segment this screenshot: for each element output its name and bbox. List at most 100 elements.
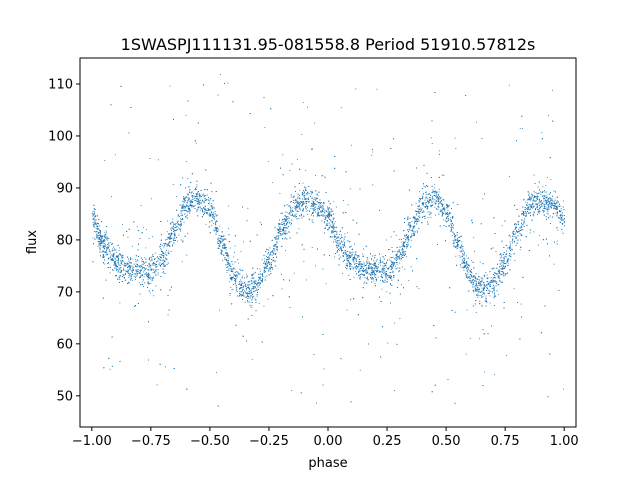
data-point [185, 206, 186, 208]
data-point [139, 270, 141, 271]
data-point [295, 204, 297, 206]
data-point [144, 282, 146, 284]
data-point [207, 213, 208, 215]
data-point [291, 390, 293, 391]
data-point [379, 257, 381, 259]
data-point [219, 225, 221, 227]
data-point [105, 234, 107, 236]
data-point [229, 264, 231, 266]
data-point [509, 259, 511, 261]
data-point [153, 295, 155, 297]
data-point [250, 295, 252, 297]
data-point [403, 238, 405, 240]
data-point [278, 225, 280, 227]
data-point [474, 250, 475, 252]
data-point [128, 265, 130, 267]
data-point [285, 250, 286, 252]
data-point [123, 267, 124, 269]
data-point [269, 255, 271, 256]
data-point [244, 295, 246, 297]
data-point [528, 199, 530, 200]
data-point [263, 305, 265, 307]
data-point [92, 222, 94, 223]
data-point [234, 268, 236, 270]
data-point [269, 270, 271, 272]
data-point [198, 195, 200, 197]
data-point [307, 198, 309, 200]
data-point [127, 267, 129, 268]
data-point [307, 106, 308, 108]
data-point [222, 260, 223, 262]
data-point [119, 247, 121, 249]
data-point [256, 295, 258, 297]
data-point [521, 213, 523, 214]
data-point [461, 259, 463, 261]
data-point [126, 270, 128, 272]
data-point [481, 290, 483, 292]
data-point [100, 235, 102, 237]
data-point [373, 280, 375, 282]
data-point [447, 205, 448, 207]
data-point [289, 206, 291, 208]
data-point [556, 213, 558, 215]
data-point [374, 275, 375, 277]
data-point [562, 224, 564, 225]
data-point [199, 210, 201, 212]
data-point [302, 102, 304, 103]
data-point [319, 207, 321, 209]
data-point [372, 184, 374, 186]
data-point [502, 257, 504, 259]
data-point [538, 211, 540, 213]
data-point [225, 239, 227, 241]
data-point [273, 253, 275, 255]
data-point [546, 196, 548, 198]
data-point [556, 240, 558, 242]
data-point [487, 281, 489, 283]
data-point [140, 276, 142, 278]
data-point [251, 280, 253, 282]
data-point [404, 235, 406, 237]
data-point [403, 246, 405, 248]
data-point [94, 226, 96, 228]
data-point [98, 242, 100, 244]
data-point [250, 279, 252, 281]
data-point [286, 217, 288, 219]
data-point [258, 303, 260, 304]
data-point [252, 295, 254, 297]
data-point [393, 264, 395, 266]
data-point [466, 255, 467, 257]
data-point [497, 270, 499, 272]
data-point [455, 245, 457, 247]
data-point [396, 253, 398, 255]
data-point [416, 220, 418, 221]
data-point [208, 212, 210, 214]
data-point [395, 254, 397, 256]
data-point [219, 240, 220, 242]
data-point [492, 277, 494, 279]
data-point [471, 272, 473, 274]
data-point [173, 226, 174, 228]
data-point [370, 275, 372, 276]
data-point [541, 204, 543, 206]
data-point [386, 281, 388, 283]
data-point [145, 247, 147, 249]
data-point [531, 205, 533, 207]
data-point [98, 225, 100, 227]
data-point [221, 252, 222, 253]
data-point [117, 266, 118, 268]
data-point [141, 263, 143, 265]
data-point [497, 293, 499, 295]
data-point [508, 247, 510, 248]
data-point [168, 233, 170, 234]
data-point [401, 241, 403, 243]
data-point [181, 207, 183, 209]
data-point [303, 194, 305, 196]
data-point [98, 233, 100, 234]
data-point [543, 195, 545, 197]
data-point [399, 255, 400, 257]
data-point [245, 273, 247, 275]
data-point [298, 197, 300, 199]
data-point [301, 133, 303, 135]
data-point [218, 237, 219, 239]
data-point [111, 196, 112, 197]
